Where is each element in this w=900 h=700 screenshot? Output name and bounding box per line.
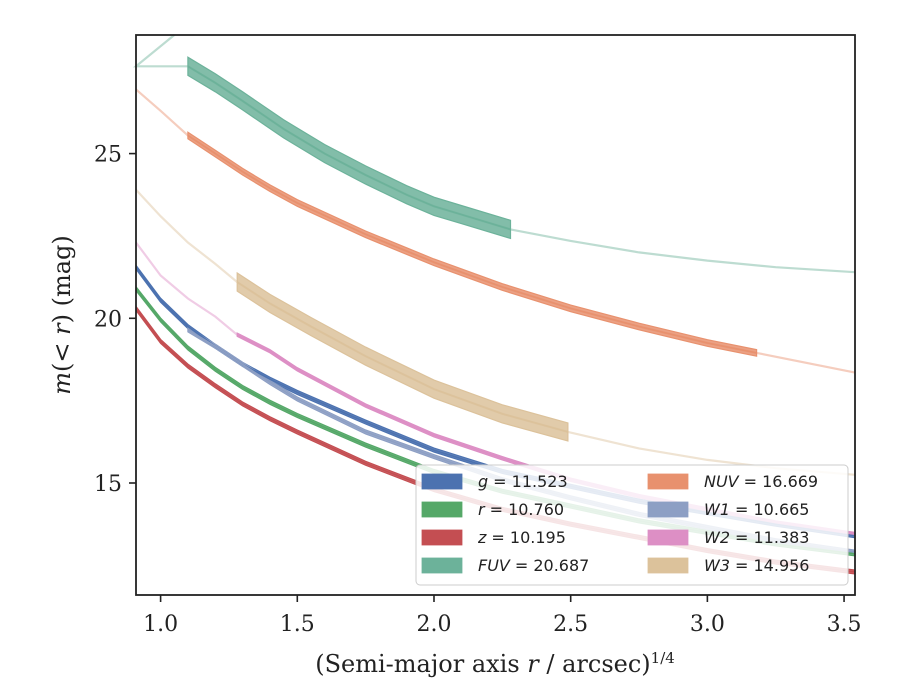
legend-swatch-g bbox=[421, 473, 463, 490]
legend-label-nuv: NUV = 16.669 bbox=[704, 472, 818, 491]
legend-swatch-w2 bbox=[647, 529, 689, 546]
legend-item-g: g = 11.523 bbox=[421, 472, 568, 491]
y-axis-label: m(< r) (mag) bbox=[48, 235, 76, 395]
y-tick-label: 25 bbox=[94, 143, 122, 168]
legend-label-w2: W2 = 11.383 bbox=[704, 528, 809, 547]
series-fuv-extension bbox=[132, 34, 856, 274]
x-tick-label: 2.5 bbox=[553, 612, 588, 637]
series-w3-band bbox=[236, 271, 569, 442]
legend-label-w1: W1 = 10.665 bbox=[704, 500, 809, 519]
legend-item-z: z = 10.195 bbox=[421, 528, 566, 547]
series-fuv-band bbox=[187, 56, 512, 240]
legend-item-r: r = 10.760 bbox=[421, 500, 564, 519]
legend-swatch-z bbox=[421, 529, 463, 546]
x-axis-ticks: 1.0 1.5 2.0 2.5 3.0 3.5 bbox=[143, 595, 862, 637]
legend-swatch-w1 bbox=[647, 501, 689, 518]
legend-label-r: r = 10.760 bbox=[478, 500, 564, 519]
y-tick-label: 20 bbox=[94, 307, 122, 332]
x-tick-label: 3.5 bbox=[827, 612, 862, 637]
legend-swatch-w3 bbox=[647, 557, 689, 574]
x-axis-label: (Semi-major axis r / arcsec)1/4 bbox=[315, 649, 675, 678]
plot-frame bbox=[135, 34, 856, 596]
legend-item-fuv: FUV = 20.687 bbox=[421, 556, 589, 575]
x-tick-label: 3.0 bbox=[690, 612, 725, 637]
legend-label-g: g = 11.523 bbox=[478, 472, 568, 491]
legend-swatch-r bbox=[421, 501, 463, 518]
legend-swatch-nuv bbox=[647, 473, 689, 490]
x-tick-label: 2.0 bbox=[416, 612, 451, 637]
series-w3-line bbox=[236, 281, 569, 433]
legend-item-nuv: NUV = 16.669 bbox=[647, 472, 818, 491]
x-tick-label: 1.0 bbox=[143, 612, 178, 637]
series-fuv-line bbox=[187, 65, 511, 231]
legend-item-w2: W2 = 11.383 bbox=[647, 528, 809, 547]
legend-item-w1: W1 = 10.665 bbox=[647, 500, 809, 519]
legend-swatch-fuv bbox=[421, 557, 463, 574]
series-nuv-line bbox=[187, 134, 757, 354]
legend-label-z: z = 10.195 bbox=[477, 528, 566, 547]
series-nuv-band bbox=[187, 131, 758, 357]
legend-box bbox=[415, 464, 849, 586]
y-tick-label: 15 bbox=[94, 472, 122, 497]
legend-item-w3: W3 = 14.956 bbox=[647, 556, 809, 575]
x-tick-label: 1.5 bbox=[280, 612, 315, 637]
legend-label-fuv: FUV = 20.687 bbox=[478, 556, 589, 575]
y-axis-ticks: 15 20 25 bbox=[94, 143, 136, 497]
legend: g = 11.523 r = 10.760 z = 10.195 FUV = 20.687 NU… bbox=[415, 464, 849, 586]
legend-label-w3: W3 = 14.956 bbox=[704, 556, 809, 575]
